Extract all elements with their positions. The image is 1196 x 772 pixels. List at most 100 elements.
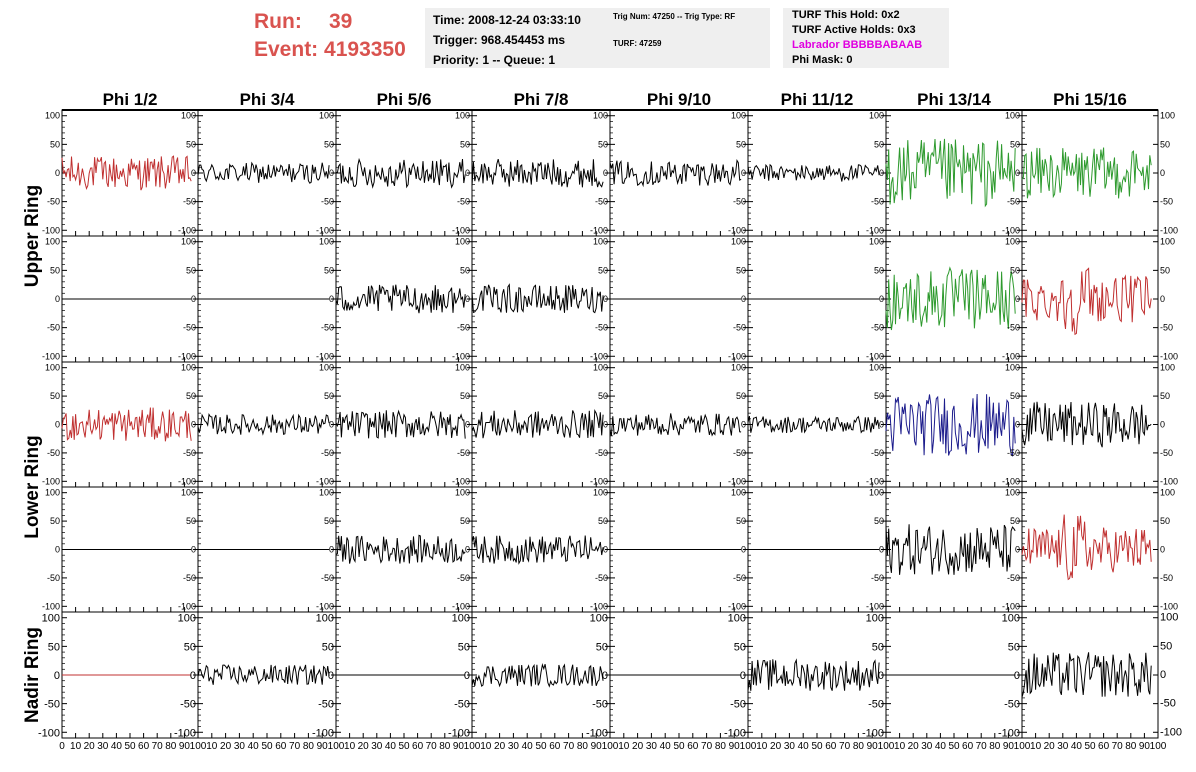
y-tick-label: -50	[871, 197, 884, 207]
x-tick-label: 40	[111, 741, 123, 752]
x-tick-label: 10	[756, 741, 768, 752]
waveform-trace	[609, 413, 742, 437]
x-tick-label: 80	[989, 741, 1001, 752]
x-tick-label: 40	[798, 741, 810, 752]
y-tick-label: -100	[590, 225, 608, 235]
waveform-trace	[471, 158, 604, 188]
x-tick-label: 60	[138, 741, 150, 752]
panel-frame	[335, 109, 473, 237]
y-tick-label: -100	[590, 601, 608, 611]
y-tick-label: -50	[457, 573, 470, 583]
y-tick-label: -100	[866, 476, 884, 486]
waveform-trace	[609, 158, 742, 188]
x-tick-label: 20	[908, 741, 920, 752]
y-tick-label: -50	[733, 197, 746, 207]
y-tick-label: -100	[862, 727, 884, 739]
x-tick-label: 90	[453, 741, 465, 752]
y-tick-label: 50	[1160, 640, 1172, 652]
y-tick-label: 0	[329, 168, 334, 178]
y-tick-label: 100	[590, 613, 608, 625]
x-tick-label: 50	[948, 741, 960, 752]
y-tick-label: 50	[324, 139, 334, 149]
y-tick-label: 50	[186, 265, 196, 275]
y-tick-label: -50	[1160, 573, 1173, 583]
y-tick-label: 100	[593, 488, 608, 498]
y-tick-label: 100	[1005, 111, 1020, 121]
y-tick-label: 50	[460, 139, 470, 149]
turf-hold-text: TURF This Hold: 0x2	[792, 9, 900, 21]
panel-frame	[609, 361, 749, 488]
y-tick-label: -100	[312, 727, 334, 739]
y-tick-label: 100	[731, 488, 746, 498]
event-label: Event:	[254, 38, 319, 61]
y-tick-label: 100	[866, 613, 884, 625]
y-tick-label: 0	[878, 670, 884, 682]
y-tick-label: -100	[452, 351, 470, 361]
waveform-trace	[885, 266, 1016, 331]
y-tick-label: 0	[191, 168, 196, 178]
y-tick-label: -50	[321, 197, 334, 207]
y-tick-label: -100	[316, 476, 334, 486]
x-tick-label: 30	[508, 741, 520, 752]
x-tick-label: 10	[480, 741, 492, 752]
y-tick-label: 100	[181, 363, 196, 373]
x-tick-label: 80	[165, 741, 177, 752]
y-tick-label: 0	[1160, 669, 1166, 681]
y-tick-label: -50	[457, 448, 470, 458]
y-tick-label: 50	[1008, 641, 1020, 653]
y-tick-label: 100	[42, 613, 60, 625]
waveform-trace	[471, 283, 604, 314]
x-tick-label: 20	[494, 741, 506, 752]
panel-frame	[1021, 109, 1159, 237]
y-tick-label: 50	[736, 516, 746, 526]
y-tick-label: 100	[316, 613, 334, 625]
y-tick-label: -50	[457, 323, 470, 333]
y-tick-label: 100	[455, 488, 470, 498]
y-tick-label: -100	[728, 225, 746, 235]
y-tick-label: -50	[183, 197, 196, 207]
panel-frame	[197, 361, 337, 488]
y-tick-label: -50	[183, 323, 196, 333]
y-tick-label: 50	[736, 391, 746, 401]
x-tick-label: 70	[1112, 741, 1124, 752]
x-tick-label: 60	[549, 741, 561, 752]
row-group-label: Nadir Ring	[22, 627, 43, 723]
waveform-trace	[197, 161, 330, 184]
x-tick-label: 20	[1044, 741, 1056, 752]
y-tick-label: 0	[329, 420, 334, 430]
x-tick-label: 80	[853, 741, 865, 752]
y-tick-label: 100	[1160, 111, 1175, 121]
event-header: Run: 39 Event: 4193350 Time: 2008-12-24 0…	[0, 0, 1196, 84]
x-tick-label: 50	[1084, 741, 1096, 752]
y-tick-label: 50	[598, 265, 608, 275]
trig-num-text: Trig Num: 47250 -- Trig Type: RF	[613, 12, 736, 21]
waveform-trace	[1021, 514, 1152, 581]
panel-frame	[335, 235, 473, 363]
x-tick-label: 20	[220, 741, 232, 752]
x-tick-label: 10	[206, 741, 218, 752]
y-tick-label: -50	[1160, 698, 1176, 710]
y-tick-label: -100	[178, 476, 196, 486]
y-tick-label: 0	[191, 545, 196, 555]
x-tick-label: 50	[124, 741, 136, 752]
x-tick-label: 30	[234, 741, 246, 752]
y-tick-label: -100	[728, 351, 746, 361]
waveform-trace	[885, 524, 1016, 575]
y-tick-label: 0	[741, 294, 746, 304]
x-tick-label: 70	[839, 741, 851, 752]
x-tick-label: 70	[426, 741, 438, 752]
y-tick-label: 0	[465, 294, 470, 304]
y-tick-label: -50	[454, 699, 470, 711]
y-tick-label: 0	[603, 294, 608, 304]
x-tick-label: 10	[70, 741, 82, 752]
priority-text: Priority: 1 -- Queue: 1	[433, 53, 556, 67]
y-tick-label: -100	[590, 476, 608, 486]
y-tick-label: 50	[874, 391, 884, 401]
y-tick-label: 50	[1010, 391, 1020, 401]
x-tick-label: 90	[1003, 741, 1015, 752]
x-tick-label: 100	[190, 741, 207, 752]
x-tick-label: 80	[303, 741, 315, 752]
y-tick-label: 50	[874, 139, 884, 149]
y-tick-label: 100	[319, 488, 334, 498]
y-tick-label: -100	[1160, 476, 1178, 486]
